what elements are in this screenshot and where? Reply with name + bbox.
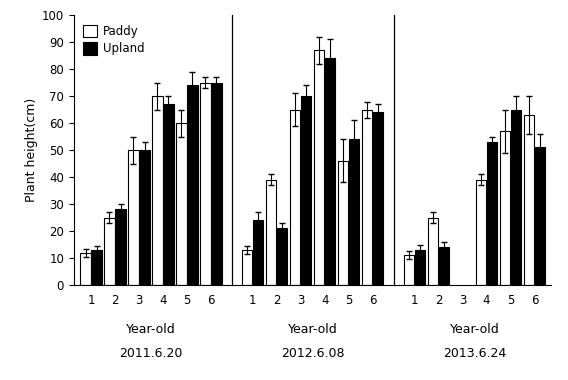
Bar	[338, 161, 348, 285]
Bar	[439, 247, 449, 285]
Text: 2012.6.08: 2012.6.08	[281, 347, 344, 360]
Bar	[534, 147, 545, 285]
Bar	[314, 50, 324, 285]
Bar	[105, 217, 115, 285]
Bar	[362, 109, 373, 285]
Bar	[428, 217, 438, 285]
Y-axis label: Plant height(cm): Plant height(cm)	[24, 98, 37, 202]
Bar	[476, 180, 486, 285]
Bar	[301, 96, 311, 285]
Bar	[404, 255, 414, 285]
Legend: Paddy, Upland: Paddy, Upland	[80, 21, 148, 59]
Bar	[128, 150, 139, 285]
Bar	[187, 86, 198, 285]
Bar	[511, 109, 521, 285]
Text: 2011.6.20: 2011.6.20	[119, 347, 183, 360]
Text: 2013.6.24: 2013.6.24	[443, 347, 506, 360]
Bar	[242, 250, 252, 285]
Bar	[115, 209, 126, 285]
Bar	[487, 142, 497, 285]
Bar	[201, 82, 211, 285]
Text: Year-old: Year-old	[450, 323, 499, 336]
Text: Year-old: Year-old	[126, 323, 176, 336]
Bar	[500, 131, 510, 285]
Bar	[325, 59, 336, 285]
Bar	[253, 220, 264, 285]
Bar	[524, 115, 534, 285]
Bar	[290, 109, 300, 285]
Bar	[176, 123, 187, 285]
Bar	[80, 253, 91, 285]
Bar	[277, 228, 287, 285]
Bar	[349, 139, 360, 285]
Bar	[152, 96, 162, 285]
Bar	[373, 112, 383, 285]
Bar	[139, 150, 150, 285]
Bar	[163, 104, 174, 285]
Bar	[415, 250, 425, 285]
Bar	[91, 250, 102, 285]
Bar	[266, 180, 277, 285]
Text: Year-old: Year-old	[288, 323, 337, 336]
Bar	[211, 82, 222, 285]
